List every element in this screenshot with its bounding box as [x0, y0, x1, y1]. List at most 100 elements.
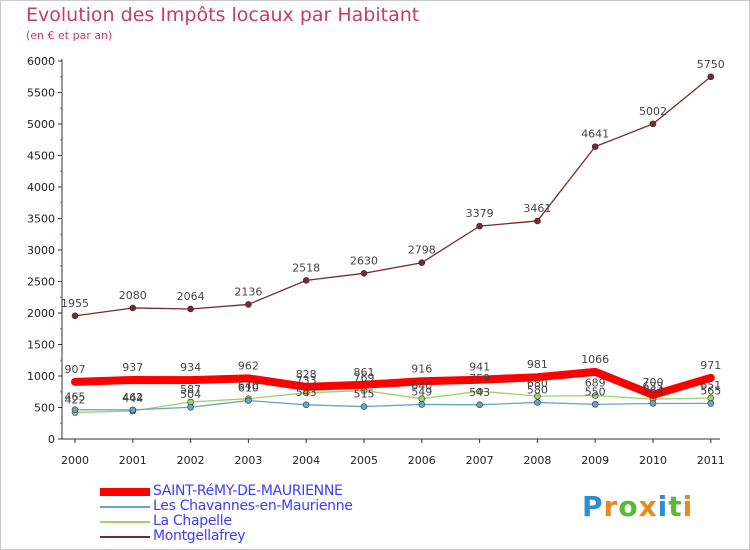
x-tick-label: 2000 [61, 454, 89, 467]
y-tick-label: 2500 [27, 276, 55, 289]
data-label-montgellafrey: 2080 [119, 289, 147, 302]
legend-swatch-la-chapelle [100, 521, 150, 523]
data-label-montgellafrey: 3379 [466, 207, 494, 220]
data-point-les-chavannes-en-maurienne [71, 406, 79, 414]
data-point-les-chavannes-en-maurienne [476, 401, 483, 409]
data-point-montgellafrey [534, 217, 541, 225]
y-tick-label: 0 [48, 433, 55, 446]
data-label-les-chavannes-en-maurienne: 543 [469, 386, 490, 399]
y-tick-label: 1500 [27, 339, 55, 352]
data-point-montgellafrey [418, 259, 426, 267]
data-point-montgellafrey [71, 312, 79, 320]
data-label-la-chapelle: 733 [296, 374, 317, 387]
x-tick-label: 2006 [408, 454, 436, 467]
y-tick-label: 4000 [27, 181, 55, 194]
data-label-saint-r-my-de-maurienne: 700 [643, 376, 664, 389]
y-tick-label: 6000 [27, 55, 55, 68]
y-tick-label: 5500 [27, 87, 55, 100]
data-label-la-chapelle: 640 [411, 380, 432, 393]
proxiti-logo: Proxiti [582, 490, 693, 523]
data-label-la-chapelle: 633 [643, 380, 664, 393]
legend-label-les-chavannes: Les Chavannes-en-Maurienne [153, 498, 353, 514]
data-label-saint-r-my-de-maurienne: 981 [527, 358, 548, 371]
logo-letter: i [682, 490, 694, 523]
data-label-montgellafrey: 2136 [234, 285, 262, 298]
data-label-montgellafrey: 2798 [408, 244, 436, 257]
data-label-saint-r-my-de-maurienne: 916 [411, 362, 432, 375]
data-point-montgellafrey [245, 301, 252, 308]
data-point-montgellafrey [476, 222, 483, 230]
data-label-montgellafrey: 5002 [639, 105, 667, 118]
data-label-les-chavannes-en-maurienne: 549 [411, 385, 432, 398]
data-labels-layer: 1955 2080 2064 2136 2518 2630 2798 3379 3461 4641… [61, 58, 725, 407]
data-point-les-chavannes-en-maurienne [534, 399, 541, 406]
data-label-montgellafrey: 2064 [177, 290, 205, 303]
legend-label-la-chapelle: La Chapelle [153, 513, 232, 529]
data-label-saint-r-my-de-maurienne: 962 [238, 359, 259, 372]
legend-item-la-chapelle: La Chapelle [100, 513, 430, 529]
data-label-saint-r-my-de-maurienne: 937 [122, 361, 143, 374]
series-line-la-chapelle [74, 389, 712, 414]
data-label-la-chapelle: 587 [180, 383, 201, 396]
data-label-la-chapelle: 444 [122, 392, 143, 405]
data-label-les-chavannes-en-maurienne: 543 [296, 386, 317, 399]
data-point-les-chavannes-en-maurienne [187, 403, 194, 411]
legend-item-montgellafrey: Montgellafrey [100, 528, 430, 544]
series-line-montgellafrey [74, 76, 712, 317]
data-label-les-chavannes-en-maurienne: 462 [122, 391, 143, 404]
data-point-la-chapelle [476, 387, 483, 395]
x-tick-label: 2009 [581, 454, 609, 467]
legend-label-saint-remy: SAINT-RéMY-DE-MAURIENNE [153, 483, 343, 499]
data-label-saint-r-my-de-maurienne: 934 [180, 361, 201, 374]
data-label-montgellafrey: 3461 [523, 202, 551, 215]
data-point-montgellafrey [591, 143, 599, 150]
data-label-montgellafrey: 1955 [61, 297, 89, 310]
chart-axes: 0 500 1000 1500 2000 2500 3000 3500 4000 4500 5000… [27, 55, 725, 467]
data-point-les-chavannes-en-maurienne [649, 400, 657, 407]
legend-swatch-saint-remy [100, 488, 150, 496]
data-label-la-chapelle: 422 [65, 393, 86, 406]
data-label-les-chavannes-en-maurienne: 515 [354, 388, 375, 401]
y-tick-label: 3500 [27, 213, 55, 226]
data-point-montgellafrey [707, 73, 715, 81]
x-tick-label: 2003 [234, 454, 262, 467]
logo-letter: r [603, 490, 619, 523]
data-label-saint-r-my-de-maurienne: 828 [296, 368, 317, 381]
data-point-montgellafrey [302, 277, 310, 284]
logo-letter: i [657, 490, 669, 523]
data-label-montgellafrey: 2630 [350, 254, 378, 267]
x-tick-label: 2011 [697, 454, 725, 467]
logo-letter: x [638, 490, 658, 523]
legend-swatch-montgellafrey [100, 536, 150, 538]
x-tick-label: 2002 [177, 454, 205, 467]
data-label-saint-r-my-de-maurienne: 941 [469, 361, 490, 374]
data-label-saint-r-my-de-maurienne: 907 [65, 363, 86, 376]
legend-item-les-chavannes: Les Chavannes-en-Maurienne [100, 498, 430, 514]
data-label-saint-r-my-de-maurienne: 971 [700, 359, 721, 372]
data-point-les-chavannes-en-maurienne [302, 401, 310, 409]
data-label-montgellafrey: 2518 [292, 261, 320, 274]
legend-item-saint-remy: SAINT-RéMY-DE-MAURIENNE [100, 483, 430, 499]
legend-label-montgellafrey: Montgellafrey [153, 528, 246, 544]
data-label-les-chavannes-en-maurienne: 610 [238, 382, 259, 395]
data-label-la-chapelle: 680 [527, 377, 548, 390]
series-line-les-chavannes-en-maurienne [74, 399, 712, 411]
x-tick-label: 2005 [350, 454, 378, 467]
data-point-montgellafrey [360, 270, 368, 277]
data-point-les-chavannes-en-maurienne [707, 400, 715, 407]
logo-letter: t [668, 490, 683, 523]
data-label-la-chapelle: 651 [700, 379, 721, 392]
data-label-la-chapelle: 759 [469, 372, 490, 385]
data-label-montgellafrey: 4641 [581, 128, 609, 141]
data-point-les-chavannes-en-maurienne [245, 397, 252, 404]
data-point-les-chavannes-en-maurienne [129, 406, 137, 414]
y-tick-label: 2000 [27, 307, 55, 320]
logo-letter: o [618, 490, 639, 523]
data-label-montgellafrey: 5750 [697, 58, 725, 71]
data-label-saint-r-my-de-maurienne: 861 [354, 366, 375, 379]
data-point-la-chapelle [591, 392, 599, 399]
series-layer [71, 73, 715, 416]
y-tick-label: 3000 [27, 244, 55, 257]
